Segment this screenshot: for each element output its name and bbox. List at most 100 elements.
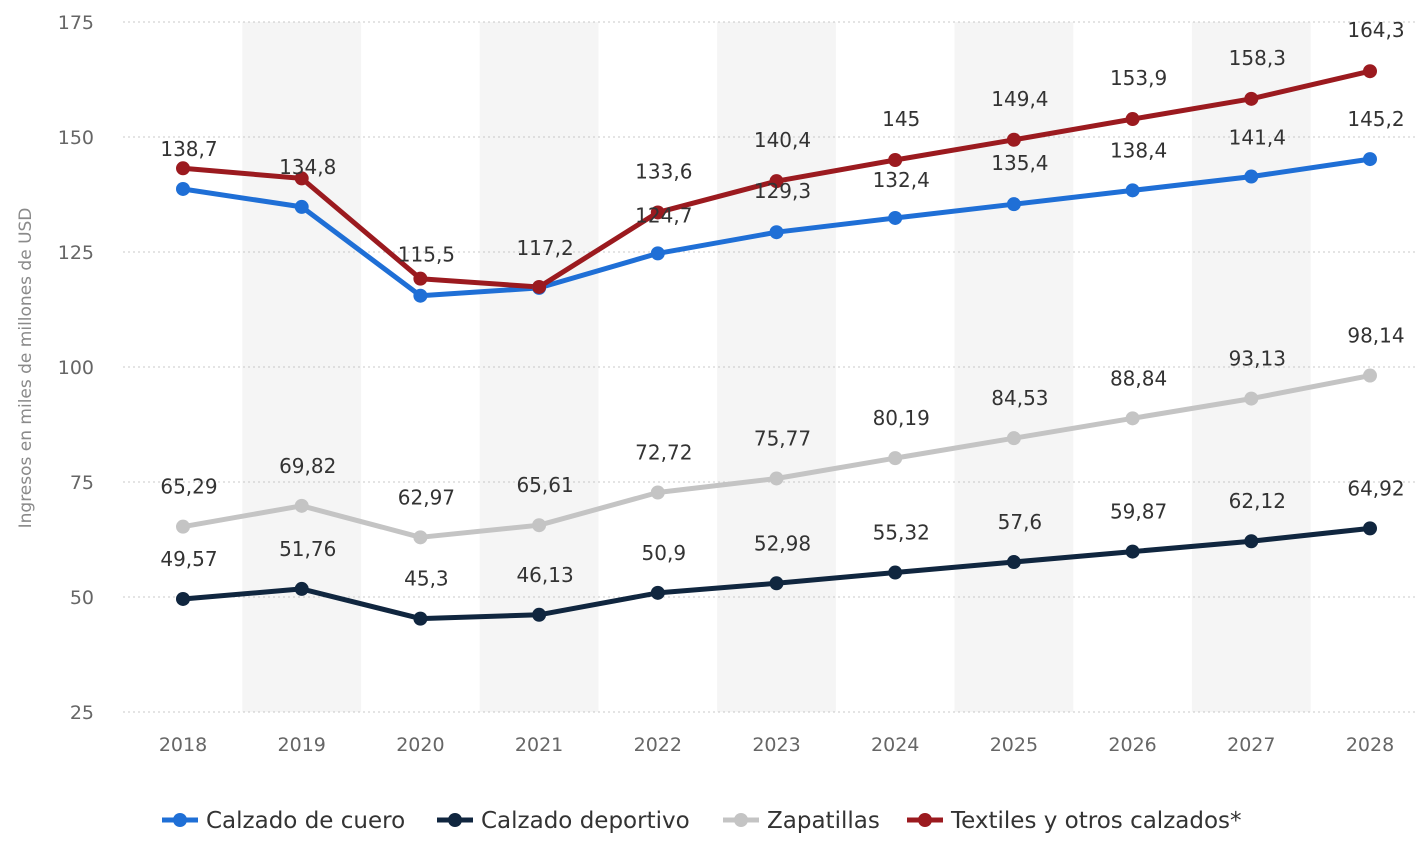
data-label-0-2022: 124,7 [635,203,692,227]
data-label-0-2025: 135,4 [991,151,1048,175]
point-3-2018 [176,161,190,176]
data-label-3-2027: 158,3 [1229,46,1286,70]
point-2-2025 [1006,431,1021,446]
point-1-2018 [176,591,190,606]
x-tick-2023: 2023 [752,734,800,756]
y-tick-125: 125 [58,242,94,264]
gridlines [123,21,1416,713]
point-3-2021 [532,279,547,294]
data-label-0-2023: 129,3 [754,179,811,203]
data-label-2-2026: 88,84 [1110,366,1167,390]
point-0-2019 [294,199,309,214]
legend-label-2: Zapatillas [767,808,880,834]
x-tick-2018: 2018 [159,734,207,756]
point-0-2026 [1125,183,1140,198]
point-2-2018 [176,519,190,534]
point-2-2027 [1244,391,1259,406]
data-label-0-2026: 138,4 [1110,138,1167,162]
x-tick-2026: 2026 [1108,734,1156,756]
data-label-1-2028: 64,92 [1347,476,1404,500]
point-0-2028 [1363,152,1377,167]
data-label-2-2023: 75,77 [754,426,811,450]
data-label-3-2024: 145 [882,107,920,131]
data-label-3-2026: 153,9 [1110,66,1167,90]
point-0-2023 [769,225,784,240]
point-1-2024 [888,565,903,580]
legend-marker-2 [734,813,748,827]
point-1-2027 [1244,534,1259,549]
band-2027 [1191,22,1311,712]
point-3-2028 [1363,64,1377,79]
band-2023 [717,22,836,712]
data-label-0-2027: 141,4 [1229,126,1286,150]
data-label-2-2020: 62,97 [398,485,455,509]
y-tick-175: 175 [58,12,94,34]
data-label-1-2026: 59,87 [1110,500,1167,524]
y-axis-label: Ingresos en miles de millones de USD [16,208,36,529]
point-2-2026 [1125,411,1140,426]
legend-marker-0 [173,813,187,827]
x-tick-2019: 2019 [278,734,326,756]
data-label-1-2018: 49,57 [160,547,217,571]
data-label-2-2027: 93,13 [1229,347,1286,371]
y-tick-25: 25 [70,702,94,724]
data-label-1-2027: 62,12 [1229,489,1286,513]
data-label-0-2020: 115,5 [398,243,455,267]
point-3-2026 [1125,112,1140,127]
point-3-2019 [294,171,309,186]
legend-label-3: Textiles y otros calzados* [950,808,1242,834]
point-3-2022 [650,205,665,220]
data-labels: 138,7 134,8 115,5 117,2 124,7 129,3 132,4 135,4… [160,18,1404,590]
data-label-3-2023: 140,4 [754,128,811,152]
x-tick-2021: 2021 [515,734,563,756]
point-2-2023 [769,471,784,486]
point-3-2020 [413,271,428,286]
x-tick-2024: 2024 [871,734,919,756]
point-2-2021 [532,518,547,533]
x-tick-2027: 2027 [1227,734,1275,756]
point-1-2025 [1006,555,1021,570]
legend-label-0: Calzado de cuero [206,808,405,834]
data-label-2-2028: 98,14 [1347,324,1404,348]
y-tick-50: 50 [70,587,94,609]
point-2-2019 [294,498,309,513]
y-axis: 25 50 75 100 125 150 175 [58,12,94,724]
point-3-2027 [1244,91,1259,106]
data-label-3-2025: 149,4 [991,87,1048,111]
data-label-2-2021: 65,61 [516,473,573,497]
data-label-0-2021: 117,2 [516,236,573,260]
point-2-2020 [413,530,428,545]
data-label-0-2019: 134,8 [279,155,336,179]
data-label-2-2025: 84,53 [991,386,1048,410]
point-0-2022 [650,246,665,261]
data-label-3-2028: 164,3 [1347,18,1404,42]
point-2-2024 [888,451,903,466]
data-label-3-2022: 133,6 [635,159,692,183]
legend: Calzado de cuero Calzado deportivo Zapatil… [162,808,1242,834]
point-1-2026 [1125,544,1140,559]
point-0-2025 [1006,197,1021,212]
data-label-1-2022: 50,9 [642,541,687,565]
point-2-2022 [650,485,665,500]
data-label-0-2024: 132,4 [873,168,930,192]
data-label-1-2019: 51,76 [279,537,336,561]
y-tick-100: 100 [58,357,94,379]
data-label-1-2024: 55,32 [873,521,930,545]
data-label-2-2019: 69,82 [279,454,336,478]
data-label-1-2021: 46,13 [516,563,573,587]
point-1-2019 [294,581,309,596]
y-tick-75: 75 [70,472,94,494]
x-tick-2022: 2022 [634,734,682,756]
y-tick-150: 150 [58,127,94,149]
point-1-2020 [413,611,428,626]
point-0-2020 [413,288,428,303]
data-label-2-2018: 65,29 [160,475,217,499]
x-tick-2025: 2025 [990,734,1038,756]
point-0-2024 [888,210,903,225]
point-3-2023 [769,174,784,189]
data-label-1-2023: 52,98 [754,531,811,555]
point-3-2025 [1006,132,1021,147]
data-label-1-2025: 57,6 [998,510,1043,534]
series-points [176,64,1377,626]
data-label-0-2028: 145,2 [1347,107,1404,131]
